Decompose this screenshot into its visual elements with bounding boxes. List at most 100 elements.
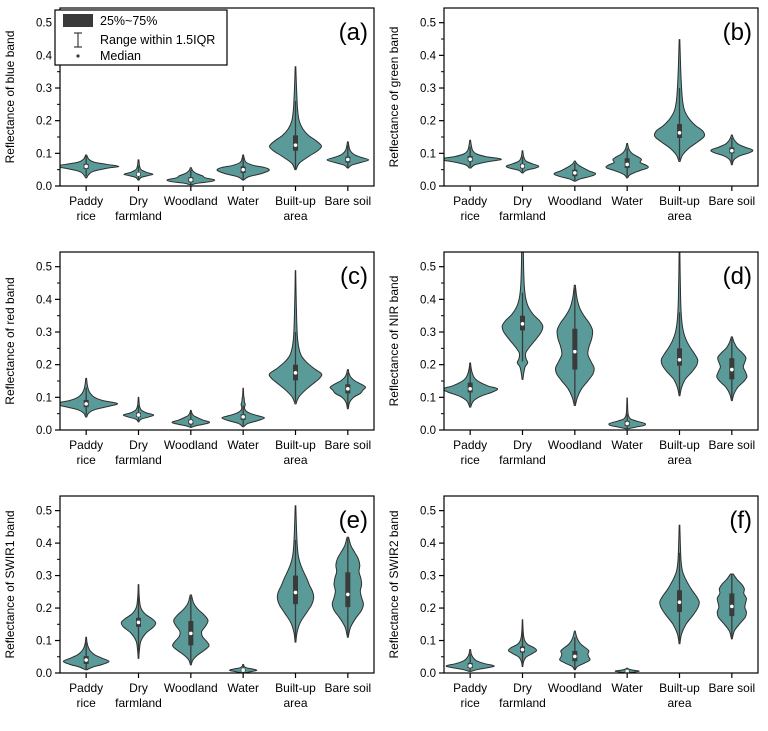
y-tick-label: 0.2 — [36, 360, 52, 372]
category-label-dry-farmland: Dry — [513, 681, 532, 695]
median-dot-water — [625, 421, 629, 426]
category-label-built-up-area: area — [283, 209, 307, 223]
y-tick-label: 0.5 — [36, 18, 52, 30]
plot-frame — [443, 251, 759, 431]
panel-f: 0.0 0.1 0.2 0.3 0.4 0.5 Paddy rice Dry farmland Wo… — [384, 488, 768, 731]
y-tick-label: 0.4 — [36, 538, 53, 550]
iqr-box-built-up-area — [293, 575, 298, 605]
y-axis-label: Reflectance of NIR band — [387, 276, 401, 407]
category-label-woodland: Woodland — [164, 438, 218, 452]
median-dot-paddy-rice — [84, 164, 88, 169]
y-tick-label: 0.1 — [420, 636, 436, 648]
category-label-paddy-rice: rice — [76, 696, 96, 710]
category-label-built-up-area: area — [667, 696, 691, 710]
median-dot-woodland — [189, 420, 193, 424]
median-dot-water — [241, 167, 245, 172]
legend-iqr-swatch — [63, 14, 93, 27]
category-label-built-up-area: Built-up — [659, 194, 700, 208]
median-dot-paddy-rice — [468, 664, 472, 668]
median-dot-dry-farmland — [520, 164, 525, 168]
category-label-built-up-area: Built-up — [659, 438, 700, 452]
legend-label-1: Range within 1.5IQR — [100, 33, 215, 47]
legend-median-dot — [76, 54, 80, 58]
median-dot-woodland — [573, 171, 577, 175]
plot-area — [60, 66, 370, 186]
y-tick-label: 0.0 — [420, 668, 436, 680]
y-tick-label: 0.2 — [420, 360, 436, 372]
median-dot-paddy-rice — [84, 402, 88, 406]
legend-label-0: 25%~75% — [100, 14, 157, 28]
y-tick-label: 0.1 — [420, 148, 436, 160]
category-label-built-up-area: Built-up — [275, 438, 316, 452]
plot-area — [445, 524, 747, 673]
category-label-water: Water — [611, 194, 643, 208]
iqr-box-woodland — [572, 328, 578, 370]
category-label-paddy-rice: Paddy — [453, 438, 487, 452]
median-dot-bare-soil — [346, 387, 350, 391]
y-axis-label: Reflectance of blue band — [3, 31, 17, 164]
category-label-built-up-area: area — [667, 453, 691, 467]
y-tick-label: 0.5 — [36, 262, 52, 274]
y-tick-label: 0.3 — [420, 327, 436, 339]
y-tick-label: 0.3 — [420, 571, 436, 583]
y-tick-label: 0.1 — [36, 636, 52, 648]
median-dot-bare-soil — [346, 157, 350, 162]
category-label-bare-soil: Bare soil — [708, 438, 755, 452]
panel-a: 0.0 0.1 0.2 0.3 0.4 0.5 Paddy rice Dry farmland Wo… — [0, 0, 384, 244]
panel-letter: (f) — [729, 507, 752, 534]
median-dot-dry-farmland — [136, 413, 141, 417]
category-label-built-up-area: area — [283, 453, 307, 467]
category-label-woodland: Woodland — [548, 194, 602, 208]
category-label-bare-soil: Bare soil — [324, 194, 371, 208]
median-dot-bare-soil — [346, 592, 350, 597]
median-dot-paddy-rice — [84, 658, 88, 662]
median-dot-bare-soil — [730, 367, 734, 372]
median-dot-water — [241, 415, 245, 419]
median-dot-woodland — [189, 631, 193, 636]
category-label-built-up-area: Built-up — [275, 681, 316, 695]
y-tick-label: 0.0 — [36, 668, 52, 680]
plot-frame — [59, 251, 375, 431]
y-tick-label: 0.3 — [420, 83, 436, 95]
category-label-bare-soil: Bare soil — [324, 681, 371, 695]
panel-letter: (b) — [723, 19, 752, 46]
median-dot-water — [625, 162, 629, 167]
y-tick-label: 0.0 — [36, 425, 52, 437]
median-dot-paddy-rice — [468, 387, 472, 391]
category-label-built-up-area: Built-up — [659, 681, 700, 695]
category-label-woodland: Woodland — [548, 438, 602, 452]
legend: 25%~75% Range within 1.5IQR Median — [54, 9, 228, 66]
plot-frame — [59, 495, 375, 674]
median-dot-dry-farmland — [136, 620, 141, 625]
median-dot-water — [625, 669, 629, 673]
category-label-paddy-rice: Paddy — [453, 681, 487, 695]
category-label-woodland: Woodland — [164, 681, 218, 695]
category-label-woodland: Woodland — [548, 681, 602, 695]
category-label-paddy-rice: Paddy — [69, 681, 103, 695]
y-tick-label: 0.4 — [36, 50, 53, 62]
median-dot-built-up-area — [677, 357, 682, 362]
category-label-paddy-rice: rice — [76, 209, 96, 223]
category-label-dry-farmland: Dry — [129, 681, 148, 695]
y-tick-label: 0.3 — [36, 83, 52, 95]
plot-frame — [443, 495, 759, 674]
median-dot-woodland — [573, 349, 577, 354]
category-label-paddy-rice: rice — [460, 453, 480, 467]
y-tick-label: 0.0 — [420, 181, 436, 193]
category-label-paddy-rice: Paddy — [69, 438, 103, 452]
category-label-dry-farmland: Dry — [513, 438, 532, 452]
panel-letter: (c) — [340, 263, 368, 290]
median-dot-bare-soil — [730, 148, 734, 153]
category-label-dry-farmland: farmland — [499, 453, 546, 467]
iqr-box-built-up-area — [677, 348, 682, 366]
plot-area — [444, 252, 748, 430]
y-tick-label: 0.5 — [420, 506, 436, 518]
panel-d: 0.0 0.1 0.2 0.3 0.4 0.5 Paddy rice Dry farmland Wo… — [384, 244, 768, 488]
category-label-built-up-area: area — [283, 696, 307, 710]
y-tick-label: 0.2 — [420, 116, 436, 128]
y-tick-label: 0.4 — [36, 294, 53, 306]
